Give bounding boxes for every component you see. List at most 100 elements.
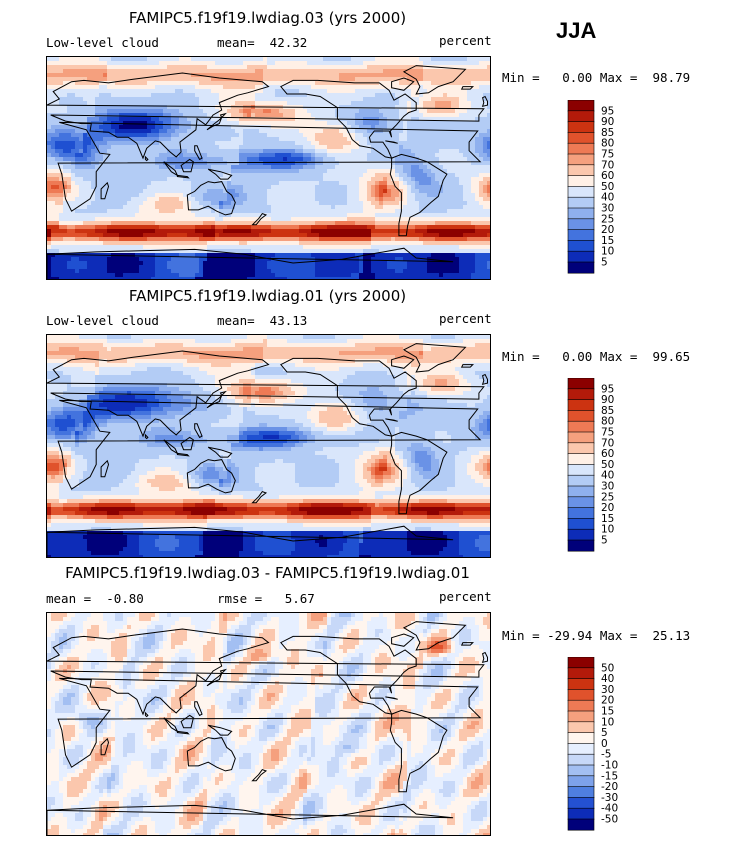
field-cell — [251, 225, 256, 230]
field-cell — [71, 129, 76, 134]
field-cell — [211, 161, 216, 166]
field-cell — [315, 69, 320, 74]
field-cell — [111, 149, 116, 154]
field-cell — [303, 133, 308, 138]
field-cell — [423, 65, 428, 70]
field-cell — [195, 149, 200, 154]
field-cell — [379, 197, 384, 202]
field-cell — [271, 173, 276, 178]
field-cell — [371, 69, 376, 74]
field-cell — [83, 125, 88, 130]
field-cell — [451, 93, 456, 98]
field-cell — [467, 217, 472, 222]
field-cell — [279, 161, 284, 166]
field-cell — [439, 153, 444, 158]
field-cell — [323, 193, 328, 198]
field-cell — [79, 133, 84, 138]
field-cell — [107, 77, 112, 82]
field-cell — [95, 193, 100, 198]
field-cell — [483, 137, 488, 142]
field-cell — [347, 165, 352, 170]
field-cell — [127, 97, 132, 102]
field-cell — [335, 229, 340, 234]
field-cell — [191, 137, 196, 142]
field-cell — [383, 89, 388, 94]
field-cell — [179, 185, 184, 190]
field-cell — [191, 169, 196, 174]
field-cell — [71, 133, 76, 138]
field-cell — [435, 61, 440, 66]
field-cell — [247, 193, 252, 198]
field-cell — [231, 221, 236, 226]
field-cell — [107, 229, 112, 234]
field-cell — [411, 89, 416, 94]
field-cell — [315, 141, 320, 146]
field-cell — [123, 105, 128, 110]
field-cell — [455, 113, 460, 118]
field-cell — [71, 77, 76, 82]
field-cell — [163, 61, 168, 66]
field-cell — [471, 113, 476, 118]
field-cell — [231, 129, 236, 134]
field-cell — [443, 137, 448, 142]
field-cell — [159, 137, 164, 142]
field-cell — [267, 121, 272, 126]
field-cell — [395, 113, 400, 118]
field-cell — [439, 205, 444, 210]
field-cell — [463, 89, 468, 94]
field-cell — [259, 69, 264, 74]
field-cell — [95, 205, 100, 210]
field-cell — [335, 165, 340, 170]
field-cell — [183, 57, 188, 62]
field-cell — [115, 209, 120, 214]
field-cell — [55, 205, 60, 210]
field-cell — [339, 133, 344, 138]
field-cell — [475, 137, 480, 142]
field-cell — [123, 217, 128, 222]
field-cell — [123, 177, 128, 182]
field-cell — [379, 141, 384, 146]
field-cell — [191, 165, 196, 170]
field-cell — [275, 161, 280, 166]
field-cell — [211, 117, 216, 122]
field-cell — [67, 109, 72, 114]
field-cell — [95, 149, 100, 154]
field-cell — [179, 101, 184, 106]
field-cell — [203, 209, 208, 214]
field-cell — [159, 113, 164, 118]
field-cell — [335, 153, 340, 158]
field-cell — [71, 205, 76, 210]
field-cell — [131, 141, 136, 146]
field-cell — [415, 173, 420, 178]
field-cell — [291, 201, 296, 206]
field-cell — [271, 81, 276, 86]
field-cell — [263, 69, 268, 74]
field-cell — [363, 177, 368, 182]
field-cell — [211, 125, 216, 130]
field-cell — [307, 81, 312, 86]
field-cell — [207, 93, 212, 98]
field-cell — [151, 169, 156, 174]
field-cell — [411, 205, 416, 210]
field-cell — [379, 97, 384, 102]
field-cell — [131, 217, 136, 222]
field-cell — [151, 97, 156, 102]
field-cell — [127, 81, 132, 86]
field-cell — [87, 117, 92, 122]
field-cell — [83, 201, 88, 206]
field-cell — [311, 81, 316, 86]
field-cell — [255, 113, 260, 118]
field-cell — [391, 73, 396, 78]
field-cell — [479, 81, 484, 86]
field-cell — [215, 233, 220, 238]
field-cell — [371, 157, 376, 162]
field-cell — [363, 149, 368, 154]
field-cell — [487, 205, 490, 210]
field-cell — [467, 117, 472, 122]
field-cell — [283, 77, 288, 82]
field-cell — [279, 149, 284, 154]
field-cell — [383, 161, 388, 166]
field-cell — [151, 57, 156, 62]
field-cell — [87, 89, 92, 94]
field-cell — [131, 173, 136, 178]
